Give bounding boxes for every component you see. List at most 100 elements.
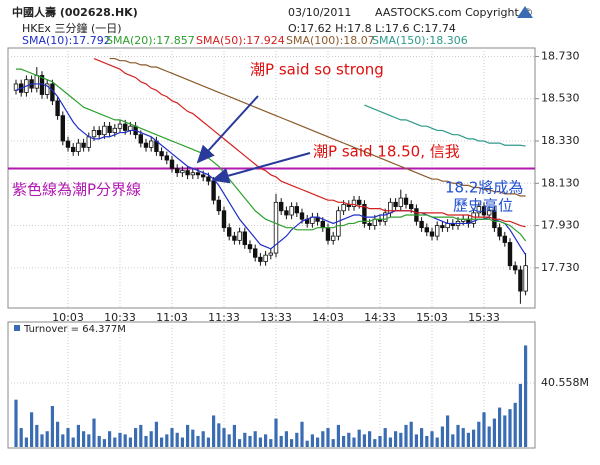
candle-body — [252, 248, 258, 258]
candle-body — [518, 269, 523, 292]
volume-bar — [128, 437, 132, 447]
volume-bar — [201, 431, 205, 447]
annotation: 紫色線為潮P分界線 — [12, 181, 141, 199]
volume-bar — [321, 431, 325, 447]
candle-body — [325, 227, 331, 241]
volume-bar — [435, 437, 439, 447]
volume-bar — [191, 429, 195, 447]
volume-bar — [108, 431, 112, 447]
candle-body — [190, 172, 195, 176]
volume-bar — [331, 439, 335, 447]
volume-bar — [451, 434, 455, 447]
copyright: AASTOCKS.com Copyright © — [375, 6, 533, 19]
chart-title: 中國人壽 (002628.HK) — [12, 5, 138, 19]
volume-bar — [222, 428, 226, 447]
volume-bar — [82, 431, 86, 447]
volume-bar — [508, 409, 512, 447]
candle-body — [523, 265, 528, 292]
candle-body — [419, 220, 424, 229]
candle-body — [273, 201, 279, 254]
candle-body — [408, 204, 414, 210]
candle-body — [128, 125, 133, 131]
sma-line — [364, 104, 526, 147]
candle-body — [169, 159, 175, 169]
candle-body — [45, 83, 50, 95]
annotation: 潮P said 18.50, 信我 — [313, 143, 460, 161]
candle-body — [393, 201, 398, 207]
volume-bar — [87, 434, 91, 447]
volume-bar — [160, 437, 164, 447]
volume-bar — [383, 428, 387, 447]
volume-bar — [399, 432, 403, 447]
y-tick-label: 18.330 — [541, 134, 580, 147]
candle-body — [138, 134, 143, 144]
candle-body — [159, 151, 164, 157]
x-tick-label: 13:33 — [260, 311, 292, 324]
candle-body — [476, 206, 481, 214]
volume-bar — [498, 407, 502, 447]
candle-body — [336, 210, 341, 237]
volume-bar — [362, 434, 366, 447]
candle-body — [107, 125, 112, 133]
volume-bar — [217, 423, 221, 447]
volume-bar — [518, 383, 522, 447]
candle-body — [200, 174, 206, 178]
volume-bar — [30, 412, 34, 447]
candle-body — [60, 115, 65, 142]
volume-bar — [14, 399, 18, 447]
x-tick-label: 15:03 — [416, 311, 448, 324]
sma-line — [93, 58, 526, 228]
y-tick-label: 17.930 — [541, 219, 580, 232]
candle-body — [497, 227, 502, 237]
candle-body — [403, 197, 409, 205]
date: 03/10/2011 — [288, 6, 351, 19]
candle-body — [289, 206, 294, 216]
volume-bar — [139, 424, 143, 447]
candle-body — [174, 168, 180, 174]
volume-bar — [258, 437, 262, 447]
x-tick-label: 10:03 — [52, 311, 84, 324]
volume-bar — [227, 434, 231, 447]
volume-bar — [342, 435, 346, 447]
candle-body — [164, 155, 169, 161]
volume-bar — [248, 435, 252, 447]
annotation: 18.2將成為 — [445, 179, 523, 197]
volume-bar — [45, 431, 49, 447]
x-tick-label: 11:03 — [156, 311, 188, 324]
volume-bar — [461, 428, 465, 447]
candle-body — [356, 199, 362, 205]
candle-body — [65, 140, 71, 148]
volume-bar — [446, 415, 450, 447]
volume-bar — [134, 428, 138, 447]
volume-bar — [290, 439, 294, 447]
annotation: 潮P said so strong — [250, 61, 384, 79]
candle-body — [76, 142, 81, 152]
volume-bar — [253, 431, 257, 447]
y-tick-label: 18.530 — [541, 92, 580, 105]
volume-bar — [24, 437, 28, 447]
candle-body — [263, 254, 268, 262]
candle-body — [513, 265, 518, 271]
candle-body — [226, 227, 232, 237]
volume-bar — [420, 428, 424, 447]
candle-body — [180, 170, 185, 174]
price-frame — [7, 47, 536, 309]
candle-body — [382, 212, 388, 222]
volume-bar — [180, 437, 184, 447]
candle-body — [471, 212, 476, 224]
candle-body — [367, 223, 372, 226]
volume-bar — [482, 412, 486, 447]
candle-body — [185, 170, 190, 176]
volume-bar — [414, 434, 418, 447]
volume-bar — [524, 345, 528, 447]
volume-bar — [373, 439, 377, 447]
candle-body — [247, 244, 253, 250]
volume-bar — [102, 439, 106, 447]
x-tick-label: 14:33 — [364, 311, 396, 324]
candle-body — [341, 204, 346, 212]
candle-body — [91, 130, 97, 138]
volume-bar — [71, 437, 75, 447]
candle-body — [320, 220, 325, 229]
volume-bar — [378, 435, 382, 447]
